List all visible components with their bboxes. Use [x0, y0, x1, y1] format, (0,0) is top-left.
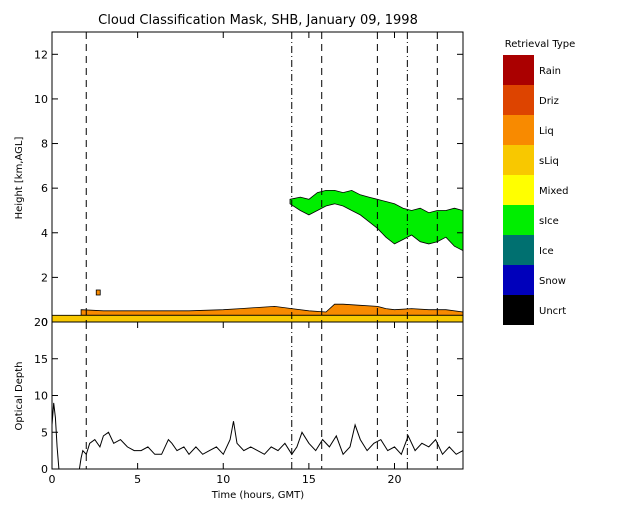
legend-title: Retrieval Type: [505, 39, 576, 50]
legend-items: Rain Driz Liq sLiq Mixed sIce Ice Snow Uncrt: [503, 55, 569, 325]
legend-label-snow: Snow: [539, 276, 566, 287]
legend-swatch-uncrt: [503, 295, 534, 325]
time-x-label: Time (hours, GMT): [211, 490, 305, 501]
height-tick-label: 12: [34, 48, 48, 61]
legend-swatch-ice: [503, 235, 534, 265]
legend-label-rain: Rain: [539, 66, 561, 77]
class-layers: [51, 189, 464, 323]
legend-swatch-sliq: [503, 145, 534, 175]
small-cloud-marker: [95, 289, 101, 296]
legend-label-mixed: Mixed: [539, 186, 569, 197]
depth-tick-label: 20: [34, 316, 48, 329]
retrieval-type-legend: Retrieval Type Rain Driz Liq sLiq Mixed sIce I…: [503, 39, 575, 325]
chart-title: Cloud Classification Mask, SHB, January …: [98, 13, 418, 28]
depth-tick-label: 0: [41, 463, 48, 476]
depth-tick-label: 10: [34, 390, 48, 403]
time-tick-label: 5: [134, 473, 141, 486]
legend-label-sliq: sLiq: [539, 156, 559, 167]
height-tick-label: 8: [41, 138, 48, 151]
time-tick-label: 10: [216, 473, 230, 486]
time-tick-label: 15: [302, 473, 316, 486]
height-panel-frame: [51, 31, 464, 323]
height-tick-label: 6: [41, 182, 48, 195]
legend-label-liq: Liq: [539, 126, 554, 137]
depth-tick-label: 5: [41, 426, 48, 439]
time-tick-label: 20: [388, 473, 402, 486]
optical-depth-y-ticks: 0 5 10 15 20: [34, 316, 463, 476]
layer-sliq: [51, 314, 464, 323]
time-tick-label: 0: [49, 473, 56, 486]
top-vertical-lines: [85, 32, 438, 322]
optical-depth-line: [51, 402, 464, 470]
height-tick-label: 0: [41, 316, 48, 329]
legend-swatch-sice: [503, 205, 534, 235]
bottom-vertical-lines: [85, 322, 438, 469]
legend-label-ice: Ice: [539, 246, 554, 257]
height-tick-label: 10: [34, 93, 48, 106]
optical-depth-panel-frame: [51, 321, 464, 470]
legend-swatch-driz: [503, 85, 534, 115]
legend-label-sice: sIce: [539, 216, 559, 227]
layer-liq: [80, 303, 464, 316]
legend-label-uncrt: Uncrt: [539, 306, 566, 317]
legend-label-driz: Driz: [539, 96, 559, 107]
height-y-label: Height [km,AGL]: [14, 137, 25, 220]
legend-swatch-mixed: [503, 175, 534, 205]
height-y-ticks: 0 2 4 6 8 10 12: [34, 48, 463, 329]
legend-swatch-rain: [503, 55, 534, 85]
time-x-ticks: 0 5 10 15 20: [49, 32, 402, 486]
height-tick-label: 4: [41, 227, 48, 240]
legend-swatch-liq: [503, 115, 534, 145]
height-tick-label: 2: [41, 271, 48, 284]
optical-depth-y-label: Optical Depth: [14, 362, 25, 431]
height-panel: 0 2 4 6 8 10 12 Height [km,AGL]: [14, 31, 464, 329]
legend-swatch-snow: [503, 265, 534, 295]
depth-tick-label: 15: [34, 353, 48, 366]
